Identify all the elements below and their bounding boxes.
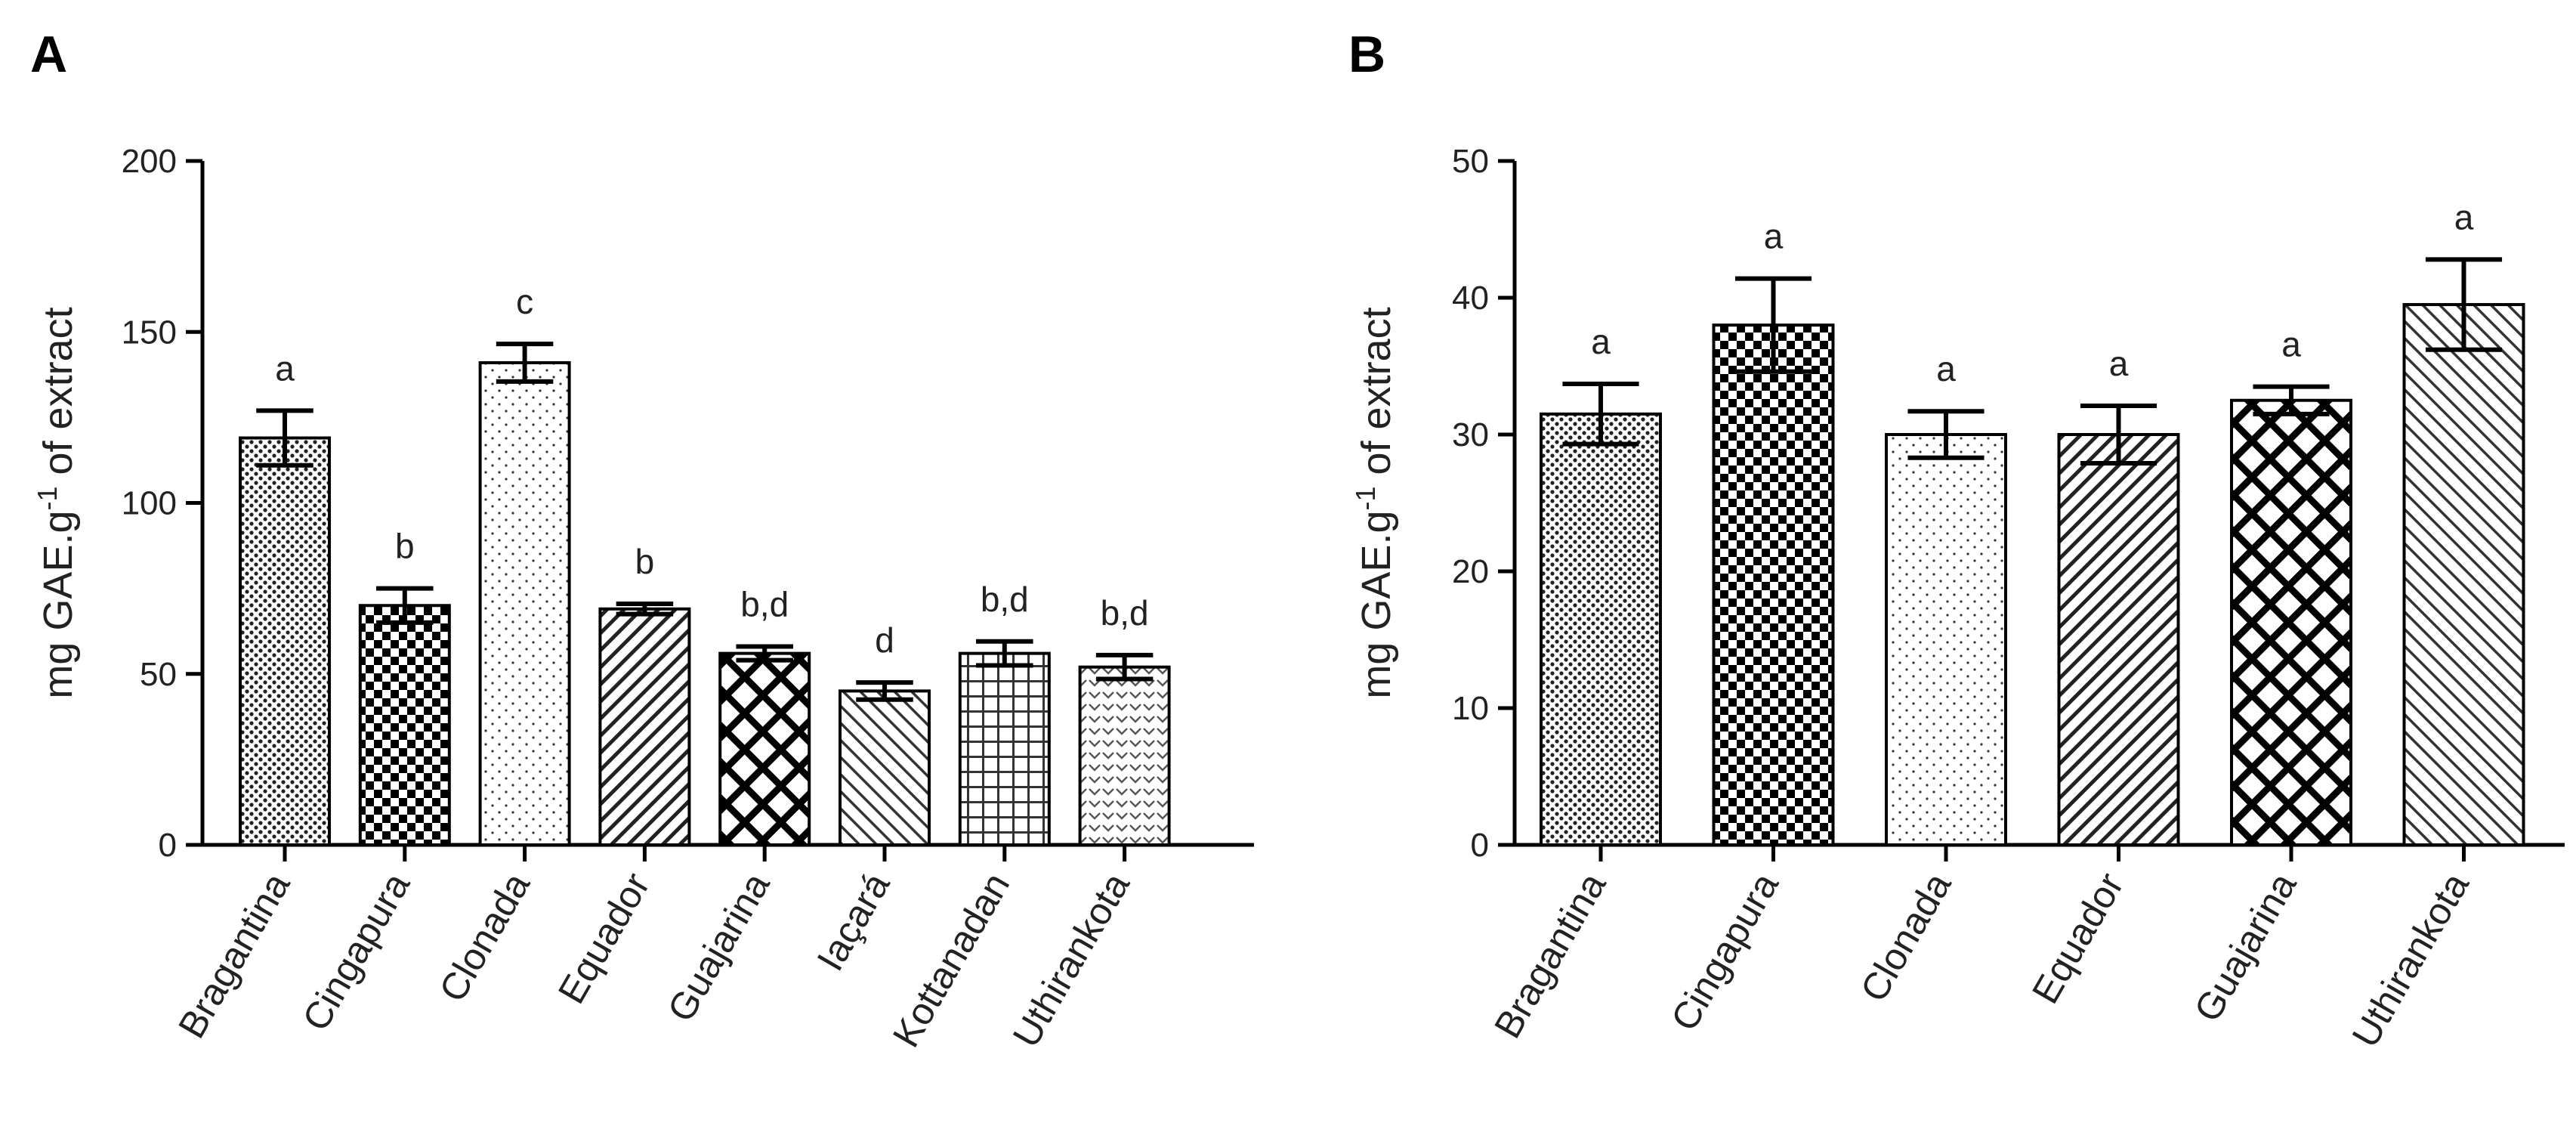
y-axis-label: mg GAE.g-1 of extract: [32, 307, 81, 698]
bar-equador: [598, 607, 691, 847]
significance-label: b: [635, 542, 655, 581]
category-label: Kottanadan: [885, 866, 1018, 1055]
y-tick-label: 0: [1471, 827, 1489, 864]
y-tick-label: 150: [122, 314, 177, 351]
bar-guajarina: [718, 651, 811, 846]
significance-label: d: [875, 620, 894, 660]
category-label: Cingapura: [1663, 865, 1787, 1038]
y-tick-label: 40: [1452, 280, 1489, 317]
category-label: Equador: [2024, 866, 2132, 1011]
y-tick-label: 0: [159, 827, 177, 864]
bar-uthirankota: [1078, 665, 1171, 847]
y-axis-label-tail: of extract: [1354, 307, 1399, 486]
y-axis-label-sup: -1: [32, 486, 63, 510]
chart-panel-A: A 0 50 100 150 200 mg GAE.g-1 of extract a Braga…: [30, 26, 1254, 1054]
y-tick-label: 10: [1452, 690, 1489, 727]
bar-clonada: [1885, 433, 2007, 846]
y-axis-label-main: mg GAE.g: [1354, 511, 1399, 699]
y-tick-label: 50: [140, 656, 177, 693]
significance-label: a: [1591, 322, 1611, 361]
significance-label: b,d: [740, 585, 789, 624]
y-tick-label: 30: [1452, 416, 1489, 453]
bar-bragantina: [239, 436, 331, 846]
significance-label: a: [1764, 217, 1784, 256]
significance-label: c: [516, 282, 533, 321]
category-label: Guajarina: [659, 865, 778, 1029]
category-label: Uthirankota: [2344, 865, 2477, 1054]
category-label: Cingapura: [294, 865, 418, 1038]
category-label: Bragantina: [170, 865, 298, 1045]
y-axis-label-sup: -1: [1350, 486, 1381, 510]
significance-label: b,d: [1101, 593, 1149, 633]
panel-label: A: [30, 26, 67, 83]
bar-uthirankota: [2402, 303, 2525, 846]
significance-label: a: [2281, 325, 2301, 364]
bar-guajarina: [2230, 398, 2352, 846]
y-axis-label-tail: of extract: [36, 307, 81, 486]
y-tick-label: 100: [122, 485, 177, 522]
bar-iaçará: [839, 689, 931, 846]
significance-label: b,d: [981, 580, 1029, 619]
y-tick-label: 200: [122, 143, 177, 180]
y-axis-label: mg GAE.g-1 of extract: [1350, 307, 1399, 698]
category-label: Clonada: [1852, 865, 1960, 1008]
significance-label: a: [1936, 349, 1956, 388]
significance-label: a: [2454, 197, 2474, 237]
significance-label: b: [395, 527, 415, 566]
bar-cingapura: [358, 604, 451, 846]
y-tick-label: 20: [1452, 553, 1489, 590]
y-axis-label-main: mg GAE.g: [36, 511, 81, 699]
category-label: Iaçará: [809, 865, 898, 978]
bar-cingapura: [1712, 323, 1835, 846]
chart-panel-B: B 0 10 20 30 40 50 mg GAE.g-1 of extract a Bragan…: [1348, 26, 2565, 1054]
bar-kottanadan: [958, 651, 1051, 846]
bar-clonada: [478, 360, 571, 847]
significance-label: a: [2109, 344, 2129, 383]
bar-equador: [2057, 433, 2180, 846]
category-label: Equador: [550, 866, 658, 1011]
significance-label: a: [275, 348, 295, 388]
category-label: Bragantina: [1486, 865, 1614, 1045]
bar-bragantina: [1540, 412, 1662, 846]
category-label: Uthirankota: [1005, 865, 1138, 1054]
panel-label: B: [1348, 26, 1385, 83]
category-label: Guajarina: [2186, 865, 2305, 1029]
category-label: Clonada: [431, 865, 538, 1008]
y-tick-label: 50: [1452, 143, 1489, 180]
